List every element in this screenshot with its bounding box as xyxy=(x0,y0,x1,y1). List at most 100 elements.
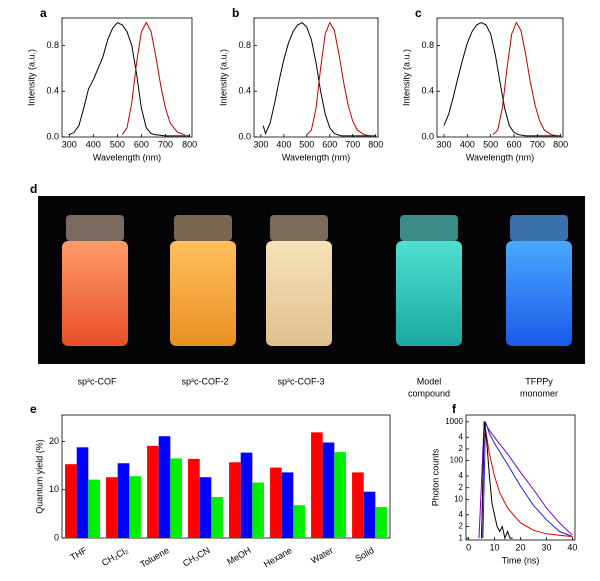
y-tick-label: 0.0 xyxy=(238,131,251,141)
y-tick-label: 2 xyxy=(459,483,464,492)
bar xyxy=(188,458,200,538)
y-tick-label: 0.0 xyxy=(46,131,59,141)
bar xyxy=(88,479,100,538)
chart-panel: a 0.0 0.4 0.8 Intensity (a.u.) 300 400 500 600 70… xyxy=(26,6,197,162)
plot-frame xyxy=(436,17,564,138)
y-tick-label: 0.4 xyxy=(46,86,59,96)
x-tick-label: MeOH xyxy=(225,545,253,567)
y-tick-label: 2 xyxy=(459,522,464,531)
y-tick-label: 0.4 xyxy=(238,86,251,96)
vial xyxy=(506,241,572,346)
x-axis-label: Wavelength (nm) xyxy=(466,152,534,162)
bar xyxy=(322,442,335,538)
bar xyxy=(270,467,282,538)
x-tick-label: 800 xyxy=(182,139,197,149)
panel-letter: e xyxy=(30,402,37,416)
chart-panel: b 0.0 0.4 0.8 Intensity (a.u.) 300 400 500 600 70… xyxy=(218,6,383,162)
bar xyxy=(117,463,130,538)
plot-frame xyxy=(61,17,193,138)
bar xyxy=(281,472,294,538)
x-tick-label: THF xyxy=(69,545,90,563)
panel-letter: c xyxy=(415,6,422,20)
vial-label: sp²c-COF-3 xyxy=(278,376,325,386)
vial-label: compound xyxy=(408,388,450,398)
y-tick-label: 10 xyxy=(454,495,463,504)
y-tick-label: 0 xyxy=(54,532,59,542)
series-line xyxy=(443,22,561,137)
x-tick-label: 700 xyxy=(345,139,360,149)
y-axis-label: Intensity (a.u.) xyxy=(401,49,411,106)
bar xyxy=(363,491,376,538)
y-tick-label: 1 xyxy=(459,533,464,542)
x-tick-label: 300 xyxy=(62,139,77,149)
x-tick-label: Hexane xyxy=(262,545,294,569)
y-axis-label: Intensity (a.u.) xyxy=(218,49,228,106)
x-tick-label: 300 xyxy=(253,139,268,149)
vial-label: monomer xyxy=(520,388,558,398)
bar xyxy=(334,452,346,538)
x-tick-label: 40 xyxy=(567,542,577,552)
y-tick-label: 0.4 xyxy=(421,86,434,96)
y-tick-label: 2 xyxy=(459,444,464,453)
x-tick-label: 600 xyxy=(134,139,149,149)
vial-cap xyxy=(400,215,458,241)
vial-label: sp²c-COF-2 xyxy=(182,376,229,386)
series-line xyxy=(478,420,573,539)
x-tick-label: 700 xyxy=(158,139,173,149)
bar xyxy=(311,432,323,538)
series-line xyxy=(492,21,559,137)
x-tick-label: CH₂Cl₂ xyxy=(100,545,130,568)
series-line xyxy=(121,21,185,136)
x-axis-label: Time (ns) xyxy=(502,555,540,565)
y-tick-label: 4 xyxy=(459,471,464,480)
y-axis-label: Photon counts xyxy=(430,448,440,506)
bar xyxy=(211,497,223,538)
y-tick-label: 4 xyxy=(459,510,464,519)
vial-cap xyxy=(174,215,232,241)
vial-cap xyxy=(510,215,568,241)
vial-cap xyxy=(270,215,328,241)
y-tick-label: 100 xyxy=(450,456,464,465)
x-axis-label: Wavelength (nm) xyxy=(282,152,350,162)
y-tick-label: 4 xyxy=(459,432,464,441)
x-tick-label: 800 xyxy=(553,139,568,149)
x-tick-label: 400 xyxy=(276,139,291,149)
y-axis-label: Quantum yield (%) xyxy=(34,439,44,514)
y-tick-label: 0.8 xyxy=(421,40,434,50)
bar xyxy=(106,477,118,538)
bar xyxy=(240,452,253,538)
bar xyxy=(158,436,171,538)
series-line xyxy=(481,421,513,540)
panel-letter: b xyxy=(232,6,239,20)
panel-letter: d xyxy=(30,182,37,196)
chart-panel: f 1 2 4 10 2 4 100 2 4 1000 Photon counts 0 10 20 30 40 T… xyxy=(430,402,577,565)
bar xyxy=(147,445,159,538)
x-tick-label: 500 xyxy=(299,139,314,149)
x-tick-label: 600 xyxy=(322,139,337,149)
y-tick-label: 0.8 xyxy=(46,40,59,50)
y-tick-label: 1000 xyxy=(445,417,463,426)
chart-panel: e 0 10 20 Quantum yield (%) THF CH₂Cl₂ Toluene C… xyxy=(30,402,391,570)
x-axis-label: Wavelength (nm) xyxy=(93,152,161,162)
x-tick-label: 400 xyxy=(86,139,101,149)
vial xyxy=(62,241,128,346)
x-tick-label: 800 xyxy=(368,139,383,149)
x-tick-label: 10 xyxy=(490,542,500,552)
x-tick-label: 30 xyxy=(541,542,551,552)
vial-label: Model xyxy=(417,376,442,386)
photo-panel: d xyxy=(30,182,585,364)
x-tick-label: 500 xyxy=(483,139,498,149)
bar xyxy=(252,482,264,538)
x-tick-label: Water xyxy=(309,545,335,565)
y-axis-label: Intensity (a.u.) xyxy=(26,49,36,106)
bar xyxy=(129,476,141,538)
bar xyxy=(199,477,212,538)
x-tick-label: 300 xyxy=(436,139,451,149)
x-tick-label: 700 xyxy=(530,139,545,149)
x-tick-label: 600 xyxy=(506,139,521,149)
plot-frame xyxy=(61,414,391,539)
series-line xyxy=(68,21,190,137)
x-tick-label: 500 xyxy=(110,139,125,149)
bar xyxy=(76,447,89,538)
